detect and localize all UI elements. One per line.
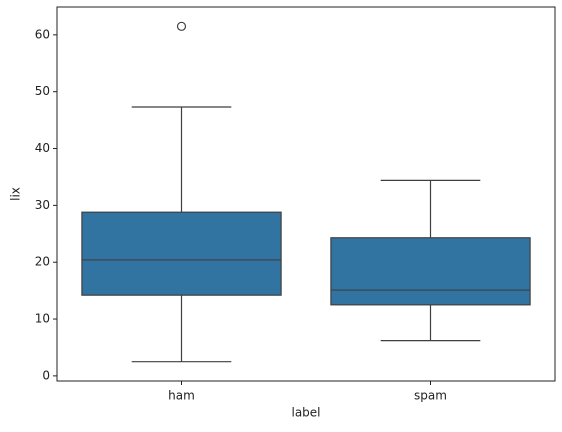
y-tick-label: 0 <box>42 368 50 382</box>
x-tick-label: spam <box>414 389 447 403</box>
box <box>81 211 282 296</box>
y-tick-label: 60 <box>35 27 50 41</box>
plot-frame <box>56 6 556 382</box>
x-axis-label: label <box>291 406 320 420</box>
x-tick-label: ham <box>168 389 195 403</box>
y-axis-label: lix <box>9 187 23 201</box>
outlier <box>176 21 187 31</box>
y-tick-label: 30 <box>35 198 50 212</box>
y-tick-label: 20 <box>35 255 50 269</box>
y-tick-label: 40 <box>35 141 50 155</box>
y-tick-label: 10 <box>35 312 50 326</box>
y-tick-label: 50 <box>35 84 50 98</box>
box <box>330 237 531 306</box>
